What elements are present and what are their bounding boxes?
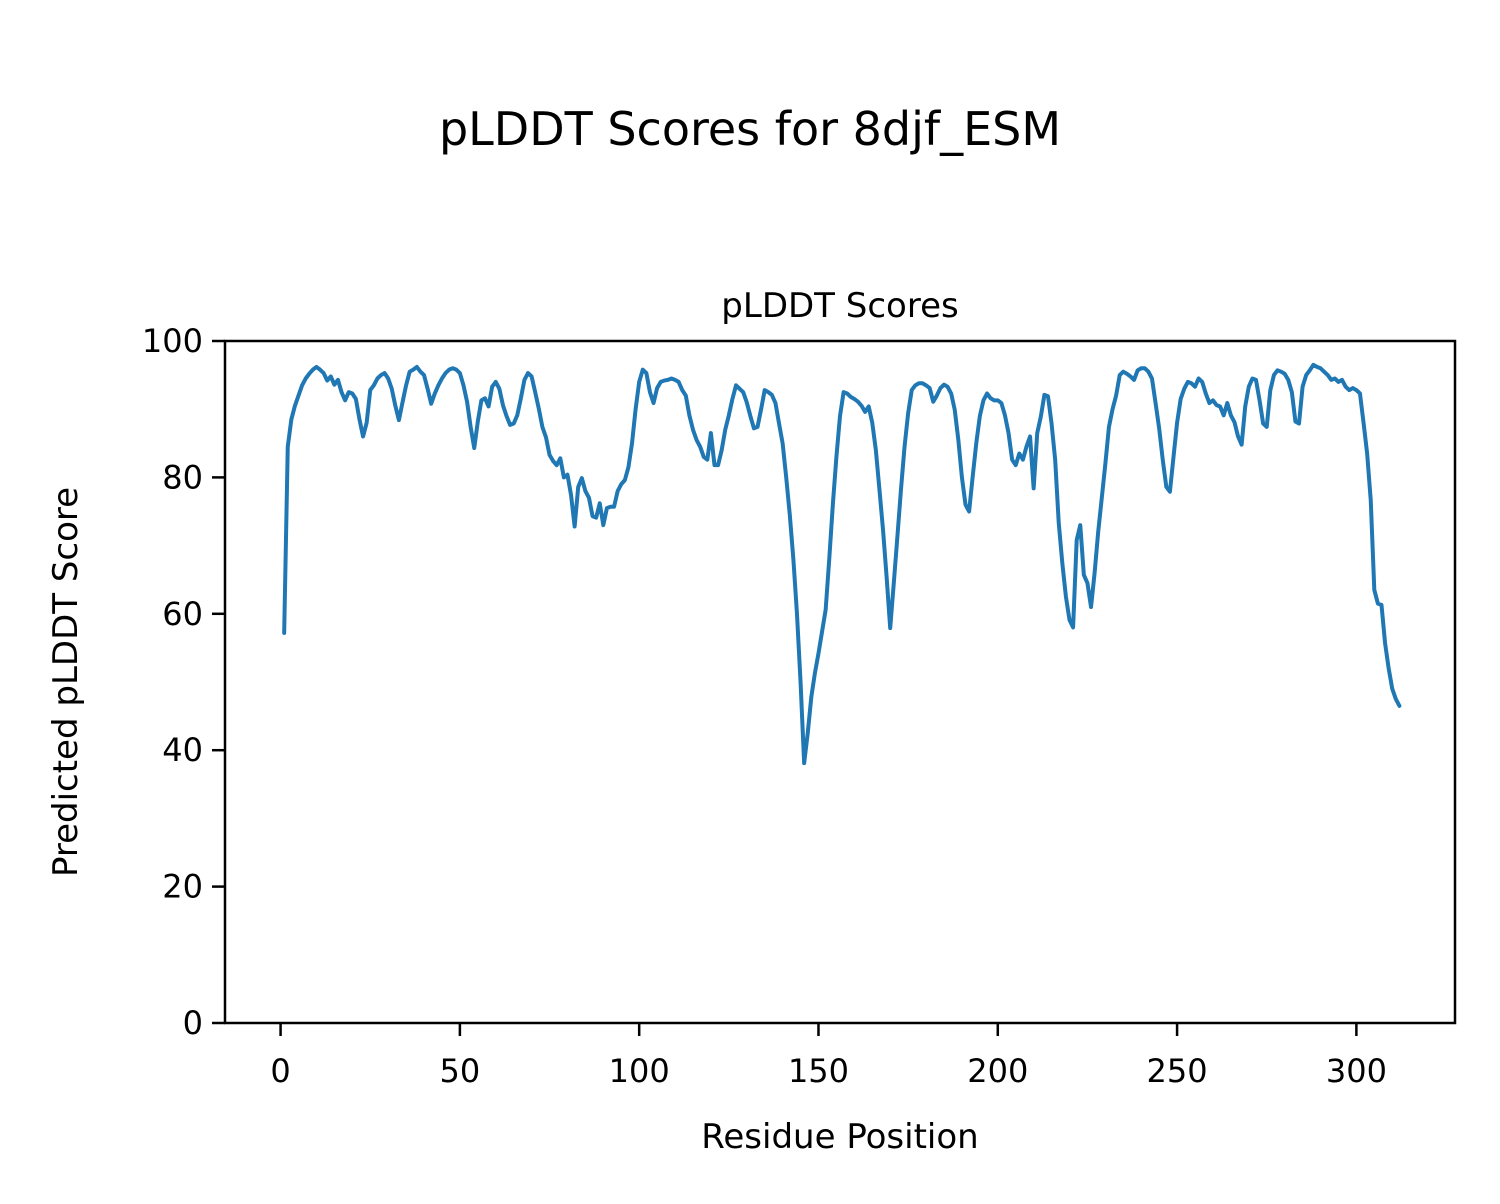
figure-title: pLDDT Scores for 8djf_ESM — [439, 102, 1061, 156]
x-tick-label: 300 — [1326, 1052, 1387, 1090]
x-axis-ticks: 0 50 100 150 200 250 300 — [270, 1023, 1387, 1090]
y-tick-label: 80 — [162, 458, 203, 496]
y-axis-ticks: 0 20 40 60 80 100 — [142, 322, 225, 1042]
axes-title: pLDDT Scores — [721, 286, 958, 326]
y-tick-label: 20 — [162, 868, 203, 906]
x-tick-label: 0 — [270, 1052, 290, 1090]
plot-area — [223, 339, 1457, 1025]
y-tick-label: 60 — [162, 595, 203, 633]
plddt-score-line — [282, 362, 1402, 766]
y-tick-label: 100 — [142, 322, 203, 360]
y-tick-label: 0 — [183, 1004, 203, 1042]
x-tick-label: 50 — [440, 1052, 481, 1090]
y-tick-label: 40 — [162, 731, 203, 769]
y-axis-label: Predicted pLDDT Score — [46, 487, 86, 877]
x-tick-label: 250 — [1147, 1052, 1208, 1090]
x-axis-label: Residue Position — [701, 1117, 978, 1157]
x-tick-label: 150 — [788, 1052, 849, 1090]
x-tick-label: 100 — [609, 1052, 670, 1090]
x-tick-label: 200 — [967, 1052, 1028, 1090]
